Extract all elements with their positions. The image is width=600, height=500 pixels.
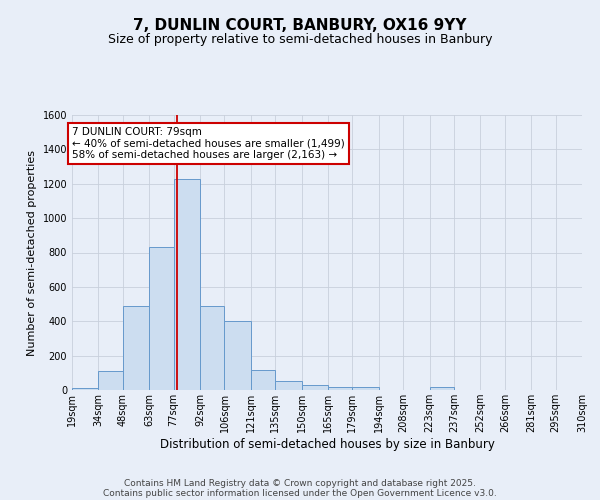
Text: 7, DUNLIN COURT, BANBURY, OX16 9YY: 7, DUNLIN COURT, BANBURY, OX16 9YY bbox=[133, 18, 467, 32]
Y-axis label: Number of semi-detached properties: Number of semi-detached properties bbox=[27, 150, 37, 356]
X-axis label: Distribution of semi-detached houses by size in Banbury: Distribution of semi-detached houses by … bbox=[160, 438, 494, 451]
Bar bbox=[251, 370, 275, 390]
Bar bbox=[430, 388, 454, 390]
Bar bbox=[98, 371, 123, 390]
Bar bbox=[149, 248, 173, 390]
Bar bbox=[224, 322, 251, 390]
Text: Size of property relative to semi-detached houses in Banbury: Size of property relative to semi-detach… bbox=[108, 32, 492, 46]
Bar bbox=[352, 388, 379, 390]
Bar bbox=[302, 385, 328, 390]
Bar bbox=[200, 306, 224, 390]
Text: 7 DUNLIN COURT: 79sqm
← 40% of semi-detached houses are smaller (1,499)
58% of s: 7 DUNLIN COURT: 79sqm ← 40% of semi-deta… bbox=[72, 127, 345, 160]
Bar bbox=[123, 306, 149, 390]
Bar bbox=[72, 388, 98, 390]
Bar bbox=[328, 386, 352, 390]
Text: Contains HM Land Registry data © Crown copyright and database right 2025.: Contains HM Land Registry data © Crown c… bbox=[124, 478, 476, 488]
Bar bbox=[275, 380, 302, 390]
Bar bbox=[173, 178, 200, 390]
Text: Contains public sector information licensed under the Open Government Licence v3: Contains public sector information licen… bbox=[103, 488, 497, 498]
